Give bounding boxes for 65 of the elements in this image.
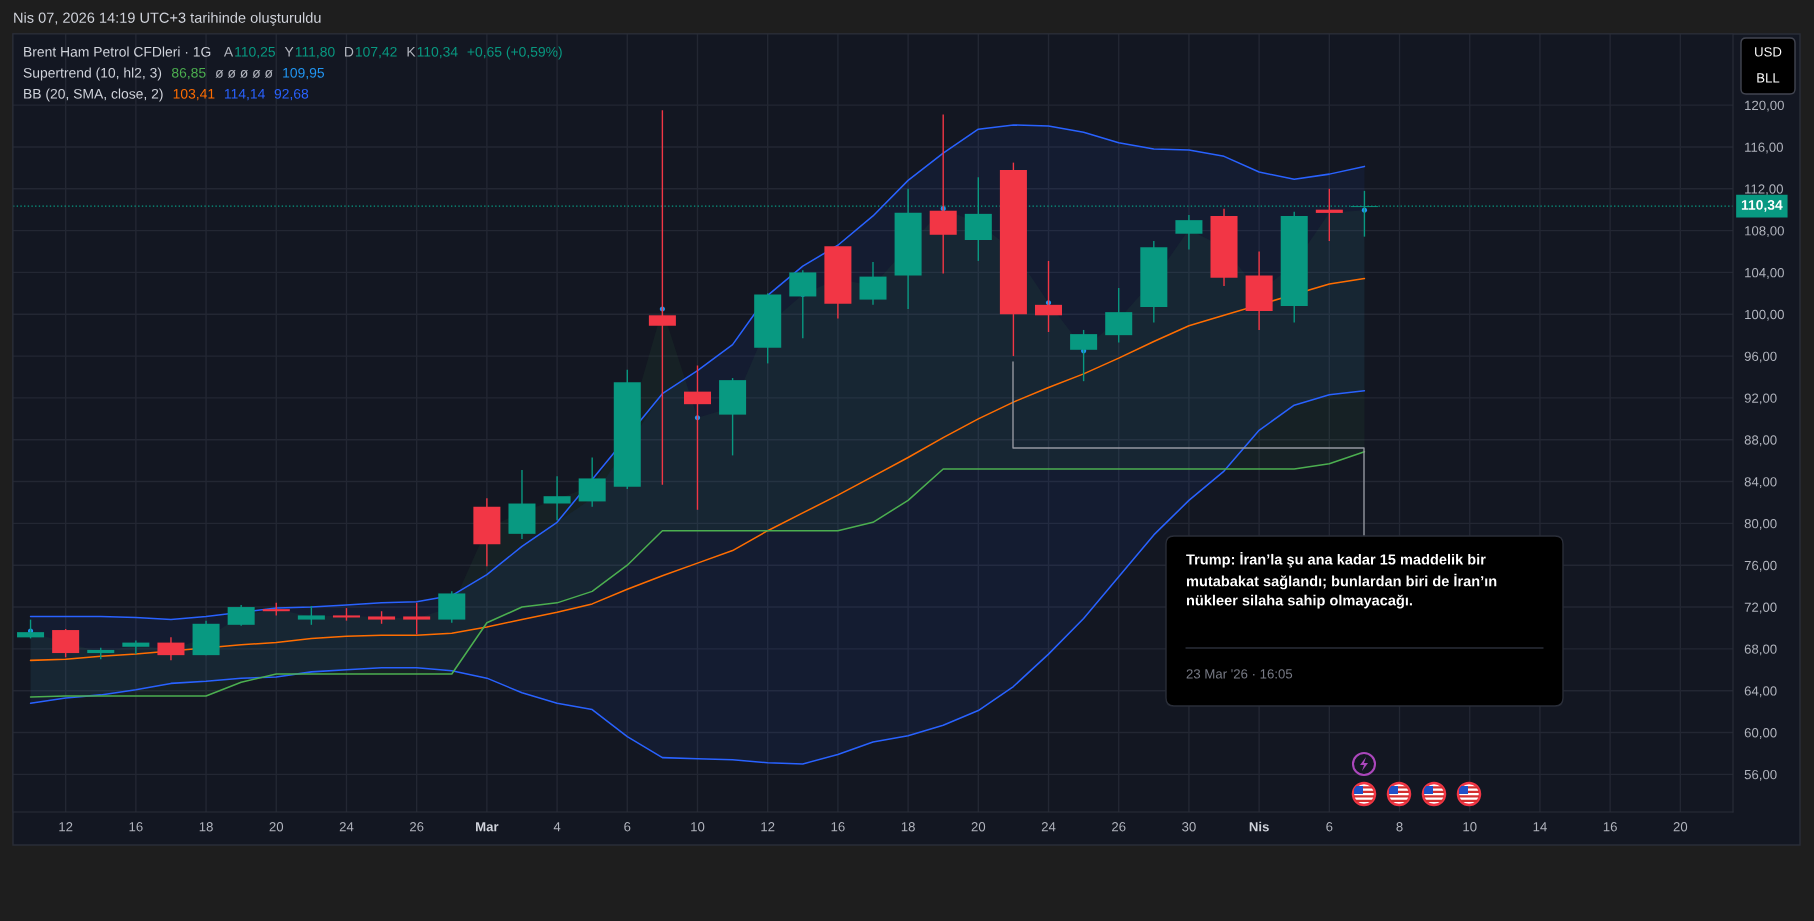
y-tick-label: 100,00 [1745,309,1784,321]
annotation: 23 Mar '26 · 16:05 [1186,669,1293,679]
y-tick-label: 56,00 [1744,769,1777,781]
x-tick-label: 10 [1463,822,1477,832]
y-tick-label: 88,00 [1744,435,1777,447]
text: USD [1755,47,1782,57]
annotation: D [345,47,354,57]
text: Nis 07, 2026 14:19 UTC+3 tarihinde oluşturuldu [14,12,321,26]
y-tick-label: 104,00 [1745,267,1784,279]
x-tick-label: 16 [1603,822,1617,832]
text: Brent Ham Petrol CFDleri · 1G [24,46,211,57]
annotation: 109,95 [283,67,325,80]
x-tick-label: 6 [1326,822,1333,832]
x-tick-label: 24 [1041,822,1056,832]
ref-line-label: 110,34 [1741,200,1783,212]
x-tick-label: 14 [1533,822,1547,832]
annotation: 107,42 [355,46,397,59]
y-tick-label: 120,00 [1745,100,1784,112]
x-tick-label: 26 [1112,822,1126,832]
y-tick-label: 72,00 [1744,602,1777,614]
annotation: Trump: İran’la şu ana kadar 15 maddelik bir mutabakat sağlandı; bunlardan biri de İran’ın nükleer silaha sahip olmayacağı. [1186,552,1497,609]
x-tick-label: 26 [410,822,424,832]
x-tick-label: 18 [199,822,213,832]
y-tick-label: 116,00 [1745,142,1783,154]
annotation: 110,25 [235,46,275,59]
y-tick-label: 68,00 [1744,644,1777,656]
x-tick-label: 20 [971,822,986,832]
x-tick-label: 16 [129,822,143,832]
x-tick-label: 20 [269,822,284,832]
annotation: Y [284,47,294,57]
x-tick-label: 12 [761,822,775,832]
x-tick-label: 12 [59,822,73,832]
annotation: 103,41 [173,88,215,101]
annotation: 110,34 [417,46,458,59]
text: BLL [1757,73,1780,83]
x-tick-label: 10 [691,822,705,832]
annotation: +0,65 (+0,59%) [467,46,562,60]
annotation: 114,14 [224,89,265,101]
y-tick-label: 60,00 [1744,728,1777,739]
x-tick-label: 4 [553,822,561,832]
y-tick-label: 96,00 [1744,351,1777,363]
x-tick-label: 6 [624,822,631,832]
x-tick-label: Nis [1249,821,1269,832]
x-tick-label: 24 [339,822,354,832]
x-tick-label: Mar [476,822,499,832]
y-tick-label: 64,00 [1744,686,1777,698]
annotation: 111,80 [295,46,335,59]
annotation: K [407,47,416,57]
annotation: BB (20, SMA, close, 2) [24,88,163,102]
x-tick-label: 8 [1396,822,1403,832]
y-tick-label: 76,00 [1744,560,1777,572]
x-tick-label: 20 [1673,822,1688,832]
y-tick-label: 80,00 [1744,518,1777,530]
x-tick-label: 18 [901,822,915,832]
x-tick-label: 30 [1182,822,1196,832]
annotation: ø ø ø ø ø [215,70,273,78]
y-tick-label: 108,00 [1745,226,1784,238]
annotation: Supertrend (10, hl2, 3) [23,67,162,81]
annotation: A [223,47,234,57]
x-tick-label: 16 [831,822,845,832]
annotation: 86,85 [171,67,206,80]
annotation: 92,68 [274,88,309,101]
y-tick-label: 112,00 [1745,184,1783,196]
y-tick-label: 84,00 [1744,477,1777,489]
y-tick-label: 92,00 [1744,393,1777,405]
